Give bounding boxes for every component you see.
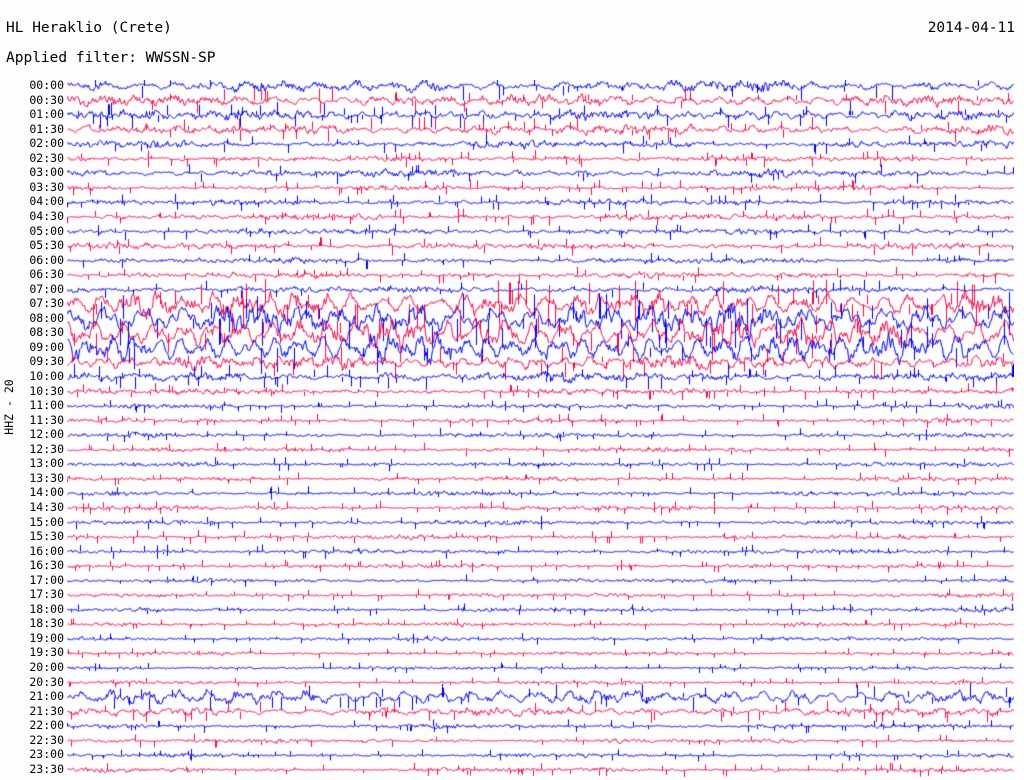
time-axis-label: 13:00: [29, 456, 64, 471]
time-axis-label: 23:30: [29, 761, 64, 776]
time-axis-label: 16:30: [29, 558, 64, 573]
record-date: 2014-04-11: [927, 20, 1015, 36]
time-axis-label: 14:30: [29, 499, 64, 514]
time-axis-label: 02:00: [29, 136, 64, 151]
time-axis-label: 19:30: [29, 645, 64, 660]
time-axis-label: 05:30: [29, 238, 64, 253]
page-title: HL Heraklio (Crete): [6, 20, 172, 36]
time-axis-label: 04:30: [29, 208, 64, 223]
time-axis-label: 03:00: [29, 165, 64, 180]
time-axis-label: 06:30: [29, 267, 64, 282]
time-axis-label: 10:00: [29, 369, 64, 383]
time-axis-label: 01:30: [29, 121, 64, 136]
time-axis-label: 18:00: [29, 601, 64, 616]
time-axis-label: 00:30: [29, 92, 64, 107]
time-axis-label: 15:30: [29, 529, 64, 544]
time-axis-label: 07:30: [29, 296, 64, 311]
time-axis-label: 20:00: [29, 660, 64, 674]
time-axis-label: 14:00: [29, 485, 64, 500]
time-axis-label: 00:00: [29, 78, 64, 92]
time-axis-label: 18:30: [29, 616, 64, 631]
time-axis-label: 17:30: [29, 587, 64, 602]
time-axis-label: 08:30: [29, 325, 64, 340]
time-axis-label: 09:00: [29, 339, 64, 354]
time-axis-label: 13:30: [29, 470, 64, 485]
time-axis-label: 10:30: [29, 383, 64, 398]
time-axis-label: 03:30: [29, 179, 64, 194]
time-axis-label: 22:30: [29, 732, 64, 747]
seismogram-canvas: [67, 80, 1014, 778]
time-axis-label: 20:30: [29, 674, 64, 689]
applied-filter-label: Applied filter: WWSSN-SP: [6, 50, 216, 66]
time-axis-label: 05:00: [29, 223, 64, 238]
time-axis-label: 08:00: [29, 310, 64, 325]
time-axis-label: 07:00: [29, 281, 64, 296]
time-axis-label: 09:30: [29, 354, 64, 369]
seismogram-plot: [67, 80, 1014, 778]
time-axis-label: 12:00: [29, 427, 64, 442]
time-axis-label: 11:00: [29, 398, 64, 413]
time-axis-label: 21:00: [29, 689, 64, 704]
time-axis-label: 19:00: [29, 630, 64, 645]
time-axis-label: 02:30: [29, 150, 64, 165]
time-axis-label: 06:00: [29, 252, 64, 267]
time-axis-label: 23:00: [29, 747, 64, 762]
time-axis-label: 15:00: [29, 514, 64, 529]
time-axis-label: 16:00: [29, 543, 64, 558]
time-axis-label: 01:00: [29, 107, 64, 122]
time-axis-label: 22:00: [29, 718, 64, 733]
time-axis-label: 12:30: [29, 441, 64, 456]
time-axis: 00:00 00:30 01:00 01:30 02:00 02:30 03:00 03:30…: [0, 78, 66, 778]
time-axis-label: 21:30: [29, 703, 64, 718]
time-axis-label: 11:30: [29, 412, 64, 427]
time-axis-label: 17:00: [29, 572, 64, 587]
time-axis-label: 04:00: [29, 194, 64, 209]
